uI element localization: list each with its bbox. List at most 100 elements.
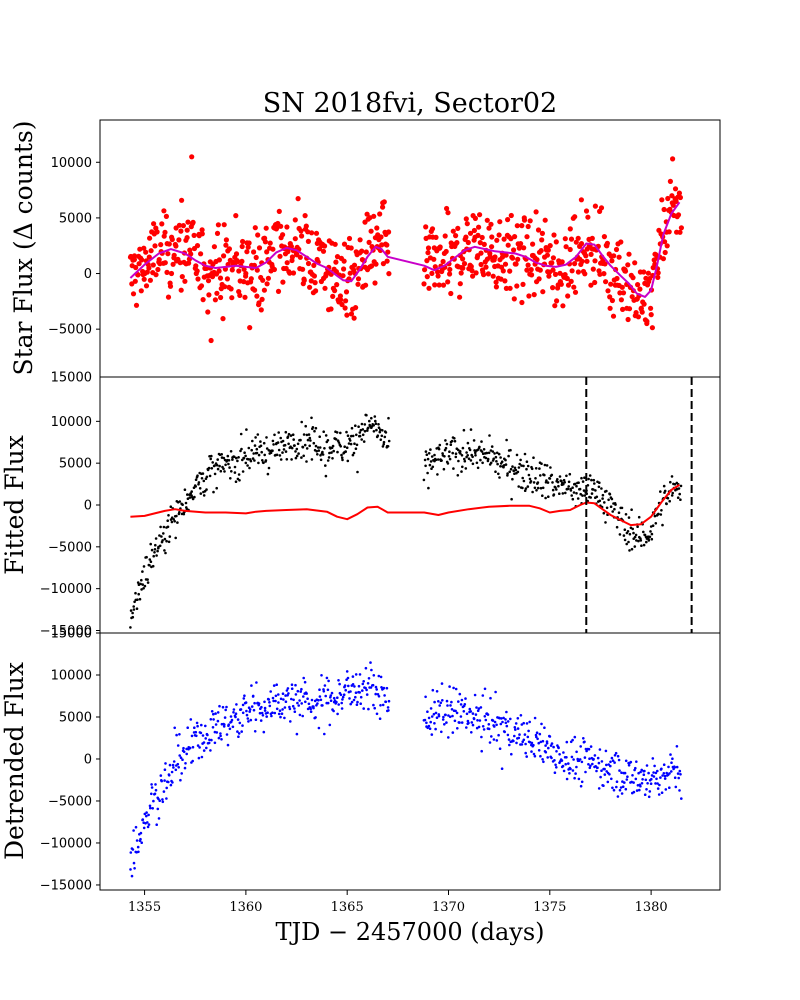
star-data-point xyxy=(662,239,668,245)
detrended-data-point xyxy=(178,754,181,757)
fitted-data-point xyxy=(207,466,211,470)
detrended-data-point xyxy=(632,790,636,794)
star-data-point xyxy=(648,312,654,318)
fitted-data-point xyxy=(285,458,289,461)
star-data-point xyxy=(348,245,354,251)
fitted-data-point xyxy=(142,587,145,590)
star-data-point xyxy=(139,257,145,263)
star-data-point xyxy=(445,279,451,285)
detrended-data-point xyxy=(220,738,223,741)
detrended-data-point xyxy=(365,693,369,696)
detrended-data-point xyxy=(426,710,429,713)
detrended-data-point xyxy=(221,705,225,709)
detrended-data-point xyxy=(300,702,304,705)
fitted-data-point xyxy=(135,607,139,610)
star-data-point xyxy=(573,239,579,245)
fitted-data-point xyxy=(178,511,181,514)
star-data-point xyxy=(342,305,348,311)
fitted-ytick-label: −10000 xyxy=(40,582,92,597)
star-data-point xyxy=(440,258,446,265)
fitted-data-point xyxy=(347,442,351,445)
fitted-data-point xyxy=(354,424,357,428)
fitted-data-point xyxy=(216,467,220,471)
fitted-data-point xyxy=(353,442,356,446)
fitted-data-point xyxy=(361,433,365,437)
detrended-data-point xyxy=(241,703,245,707)
fitted-data-point xyxy=(433,453,436,457)
fitted-data-point xyxy=(450,439,454,443)
detrended-data-point xyxy=(279,697,283,701)
fitted-data-point xyxy=(194,478,198,482)
fitted-data-point xyxy=(366,429,369,432)
fitted-data-point xyxy=(462,428,466,432)
fitted-data-point xyxy=(129,626,132,629)
fitted-data-point xyxy=(129,609,133,612)
detrended-data-point xyxy=(279,715,282,719)
fitted-line-series xyxy=(130,484,681,527)
fitted-data-point xyxy=(589,496,592,499)
fitted-data-point xyxy=(580,476,583,480)
fitted-data-point xyxy=(464,467,468,470)
fitted-data-point xyxy=(564,491,567,495)
fitted-data-point xyxy=(202,494,206,497)
fitted-data-point xyxy=(443,455,446,458)
fitted-data-point xyxy=(539,486,543,490)
fitted-data-point xyxy=(262,461,265,465)
fitted-data-point xyxy=(259,440,262,443)
fitted-data-point xyxy=(251,457,255,460)
detrended-data-point xyxy=(185,752,188,756)
fitted-data-point xyxy=(141,570,144,573)
star-data-point xyxy=(507,268,513,274)
detrended-data-point xyxy=(245,709,248,713)
star-data-point xyxy=(216,268,222,274)
star-data-point xyxy=(366,239,372,245)
detrended-data-point xyxy=(143,812,147,816)
detrended-data-point xyxy=(500,717,503,720)
detrended-data-point xyxy=(146,821,149,824)
star-data-point xyxy=(569,268,575,274)
detrended-data-point xyxy=(550,756,553,760)
star-data-point xyxy=(550,255,557,261)
star-data-point xyxy=(332,288,338,294)
star-data-point xyxy=(477,240,483,246)
detrended-data-point xyxy=(216,711,220,714)
detrended-data-point xyxy=(623,771,627,775)
detrended-data-point xyxy=(183,766,187,770)
detrended-data-point xyxy=(656,782,659,785)
detrended-data-point xyxy=(614,751,618,755)
detrended-data-point xyxy=(549,744,553,747)
star-data-point xyxy=(526,293,532,299)
detrended-data-point xyxy=(267,698,271,701)
star-data-point xyxy=(372,280,378,286)
fitted-data-point xyxy=(384,431,388,434)
fitted-data-point xyxy=(372,430,376,433)
fitted-data-point xyxy=(633,545,637,548)
star-data-point xyxy=(649,325,656,331)
detrended-data-point xyxy=(609,760,612,764)
detrended-data-point xyxy=(484,718,488,722)
fitted-data-point xyxy=(647,539,651,542)
star-data-point xyxy=(519,299,525,306)
detrended-data-point xyxy=(161,798,164,801)
fitted-data-point xyxy=(199,492,203,495)
star-data-point xyxy=(242,294,248,300)
fitted-data-point xyxy=(601,497,604,500)
fitted-data-point xyxy=(561,492,565,495)
detrended-data-point xyxy=(210,738,213,742)
fitted-data-point xyxy=(624,513,628,516)
detrended-data-point xyxy=(474,713,478,716)
detrended-data-point xyxy=(603,773,607,776)
star-data-point xyxy=(488,221,494,227)
detrended-data-point xyxy=(319,698,323,702)
fitted-data-point xyxy=(570,494,573,497)
star-data-point xyxy=(521,245,527,251)
star-data-point xyxy=(348,311,355,317)
detrended-data-point xyxy=(225,733,229,736)
detrended-data-point xyxy=(512,739,515,743)
star-data-point xyxy=(447,271,453,277)
fitted-data-point xyxy=(293,444,296,447)
fitted-data-point xyxy=(374,419,377,423)
fitted-data-point xyxy=(349,442,353,446)
xtick-label: 1375 xyxy=(533,900,566,915)
fitted-data-point xyxy=(294,450,297,453)
